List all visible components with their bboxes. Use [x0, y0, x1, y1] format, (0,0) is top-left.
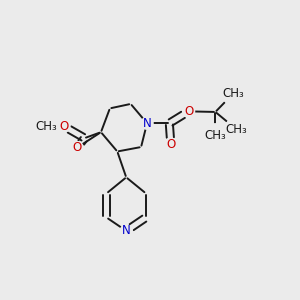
Text: CH₃: CH₃: [222, 87, 244, 100]
Text: CH₃: CH₃: [205, 129, 226, 142]
Circle shape: [222, 82, 244, 105]
Text: CH₃: CH₃: [35, 120, 57, 133]
Text: N: N: [143, 117, 152, 130]
Circle shape: [71, 142, 83, 154]
Text: CH₃: CH₃: [225, 123, 247, 136]
Circle shape: [35, 115, 57, 137]
Text: O: O: [59, 120, 68, 133]
Circle shape: [120, 225, 132, 237]
Circle shape: [225, 118, 248, 140]
Circle shape: [165, 138, 177, 150]
Text: O: O: [166, 138, 176, 151]
Circle shape: [204, 124, 227, 146]
Circle shape: [183, 105, 195, 117]
Text: O: O: [184, 105, 193, 118]
Circle shape: [141, 117, 153, 129]
Text: N: N: [122, 224, 130, 237]
Circle shape: [58, 120, 70, 132]
Text: O: O: [73, 141, 82, 154]
